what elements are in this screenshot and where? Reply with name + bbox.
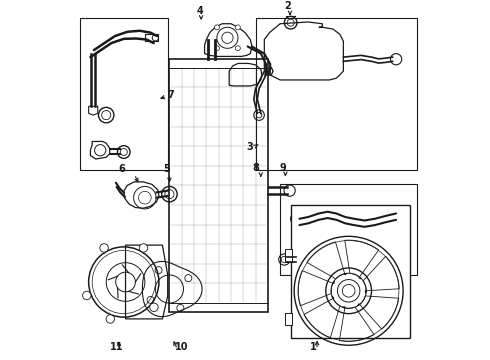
Circle shape bbox=[215, 46, 220, 51]
Text: 1: 1 bbox=[310, 342, 316, 352]
Bar bbox=[256, 18, 417, 170]
Bar bbox=[145, 34, 158, 41]
Bar bbox=[291, 205, 410, 338]
Text: 3: 3 bbox=[246, 142, 253, 152]
Circle shape bbox=[139, 244, 147, 252]
Text: 9: 9 bbox=[280, 163, 286, 173]
Bar bbox=[285, 312, 292, 325]
Text: 7: 7 bbox=[168, 90, 174, 100]
Circle shape bbox=[150, 303, 158, 311]
Circle shape bbox=[215, 25, 220, 30]
Bar bbox=[80, 18, 168, 170]
Circle shape bbox=[83, 291, 91, 300]
Text: 4: 4 bbox=[196, 6, 203, 15]
Bar bbox=[285, 249, 292, 262]
Circle shape bbox=[100, 244, 108, 252]
Text: 10: 10 bbox=[175, 342, 189, 352]
Bar bbox=[280, 184, 417, 275]
Circle shape bbox=[235, 25, 240, 30]
Text: 5: 5 bbox=[163, 164, 170, 174]
Circle shape bbox=[235, 46, 240, 51]
Circle shape bbox=[106, 315, 115, 323]
Text: 6: 6 bbox=[118, 164, 124, 174]
Text: 8: 8 bbox=[252, 163, 259, 173]
Text: 2: 2 bbox=[285, 1, 291, 12]
Text: 11: 11 bbox=[110, 342, 124, 352]
